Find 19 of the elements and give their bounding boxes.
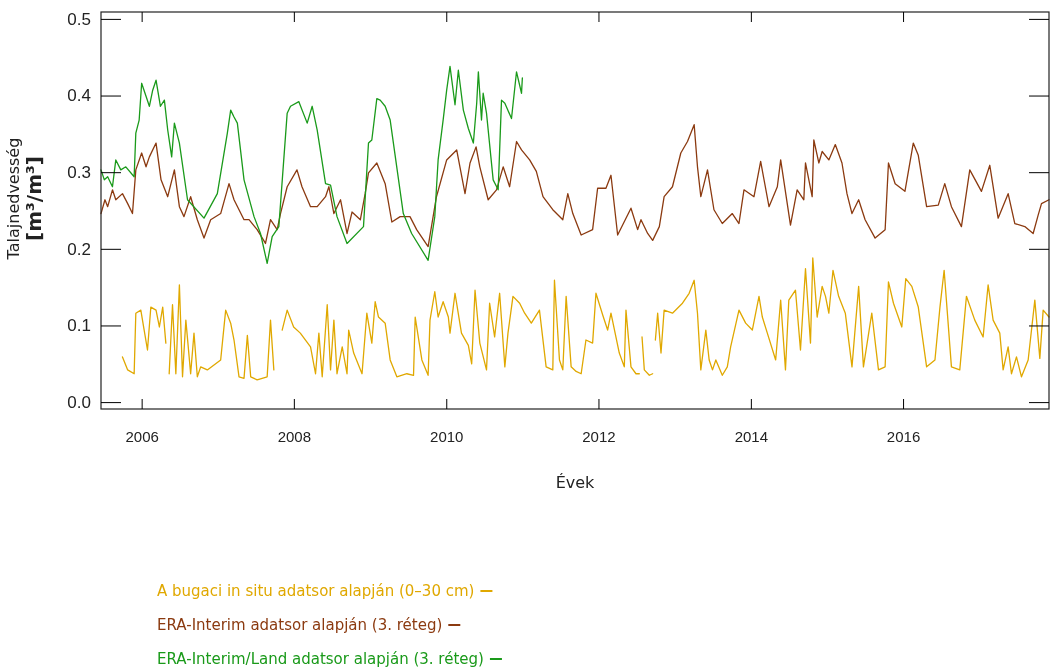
x-tick-label: 2008 (277, 427, 312, 445)
y-tick-label: 0.1 (67, 316, 91, 336)
line-series (100, 124, 1050, 248)
x-axis-title: Évek (555, 473, 596, 492)
legend-label: A bugaci in situ adatsor alapján (0–30 cm) (157, 582, 475, 600)
x-tick-label: 2006 (125, 427, 159, 445)
line-series (100, 65, 524, 265)
y-tick-label: 0.4 (67, 86, 91, 106)
y-tick-label: 0.0 (67, 393, 91, 413)
y-tick-label: 0.3 (67, 163, 91, 183)
y-tick-label: 0.2 (67, 239, 91, 259)
legend-label: ERA-Interim/Land adatsor alapján (3. réteg) (157, 650, 484, 668)
legend-label: ERA-Interim adatsor alapján (3. réteg) (157, 616, 443, 634)
x-tick-label: 2016 (886, 427, 921, 445)
x-tick-label: 2010 (430, 427, 464, 445)
y-tick-label: 0.5 (67, 9, 91, 29)
y-axis-title: Talajnedvesség [m³/m³] (4, 137, 46, 261)
x-tick-label: 2012 (582, 427, 616, 445)
x-tick-label: 2014 (734, 427, 769, 445)
